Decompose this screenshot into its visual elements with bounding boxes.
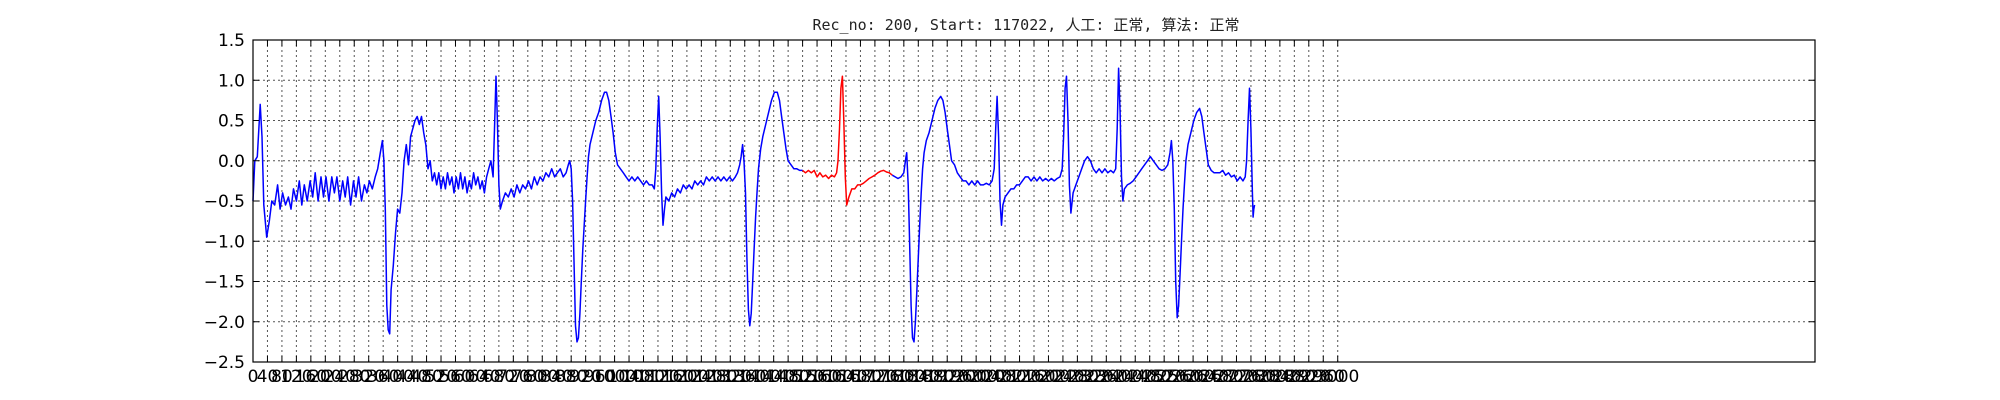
x-tick-label: 2800 [1244,367,1287,387]
y-tick-label: 0.0 [218,152,245,172]
x-tick-label: 1200 [665,367,708,387]
x-tick-label: 2640 [1186,367,1229,387]
y-tick-label: 1.5 [218,31,245,51]
x-tick-label: 120 [280,367,312,387]
x-tick-label: 1800 [882,367,925,387]
x-tick-label: 400 [381,367,413,387]
x-tick-label: 2160 [1012,367,1055,387]
x-tick-label: 1920 [926,367,969,387]
x-tick-label: 560 [439,367,471,387]
x-tick-label: 640 [468,367,500,387]
x-tick-label: 2440 [1114,367,1157,387]
x-tick-label: 80 [271,367,293,387]
x-tick-label: 440 [396,367,428,387]
x-tick-label: 2280 [1056,367,1099,387]
ecg-trace-3 [891,67,1256,343]
x-tick-label: 1000 [593,367,636,387]
x-tick-label: 2880 [1273,367,1316,387]
x-tick-label: 2000 [955,367,998,387]
x-tick-label: 1160 [651,367,694,387]
x-tick-label: 2560 [1157,367,1200,387]
x-tick-label: 280 [338,367,370,387]
x-tick-label: 2960 [1302,367,1345,387]
x-tick-label: 1320 [709,367,752,387]
x-tick-label: 0 [248,367,259,387]
x-tick-label: 1400 [738,367,781,387]
x-tick-label: 2680 [1200,367,1243,387]
x-tick-label: 1960 [940,367,983,387]
y-tick-label: −2.0 [204,313,245,333]
x-tick-label: 2240 [1041,367,1084,387]
x-tick-label: 2480 [1128,367,1171,387]
y-axis-ticks: 1.5 1.0 0.5 0.0 −0.5 −1.0 −1.5 −2.0 −2.5 [204,31,1815,373]
x-tick-label: 800 [526,367,558,387]
x-tick-label: 2760 [1229,367,1272,387]
x-axis-ticks: 0408012016020024028032036040044048052056… [248,40,1359,387]
x-tick-label: 1280 [694,367,737,387]
x-tick-label: 1640 [824,367,867,387]
x-tick-label: 40 [257,367,279,387]
x-tick-label: 600 [454,367,486,387]
x-tick-label: 960 [584,367,616,387]
x-tick-label: 2080 [983,367,1026,387]
x-tick-label: 1760 [868,367,911,387]
x-tick-label: 920 [569,367,601,387]
x-tick-label: 240 [324,367,356,387]
y-tick-label: −1.5 [204,273,245,293]
y-tick-label: −2.5 [204,353,245,373]
x-tick-label: 2120 [998,367,1041,387]
x-tick-label: 480 [410,367,442,387]
x-tick-label: 1120 [636,367,679,387]
x-tick-label: 360 [367,367,399,387]
traces [252,67,1256,343]
x-tick-label: 840 [540,367,572,387]
y-tick-label: 1.0 [218,71,245,91]
x-tick-label: 2840 [1258,367,1301,387]
y-tick-label: −0.5 [204,192,245,212]
x-tick-label: 1520 [781,367,824,387]
x-tick-label: 2040 [969,367,1012,387]
x-tick-label: 1040 [607,367,650,387]
x-tick-label: 720 [497,367,529,387]
x-tick-label: 1440 [752,367,795,387]
x-tick-label: 2600 [1171,367,1214,387]
x-tick-label: 1240 [680,367,723,387]
x-tick-label: 1720 [853,367,896,387]
x-tick-label: 200 [309,367,341,387]
x-tick-label: 520 [425,367,457,387]
x-tick-label: 1080 [622,367,665,387]
y-tick-label: −1.0 [204,232,245,252]
x-tick-label: 2360 [1085,367,1128,387]
x-tick-label: 680 [483,367,515,387]
x-tick-label: 1360 [723,367,766,387]
x-tick-label: 1560 [795,367,838,387]
x-tick-label: 1880 [911,367,954,387]
x-tick-label: 1840 [897,367,940,387]
x-tick-label: 880 [555,367,587,387]
ecg-trace-1 [252,75,803,343]
x-tick-label: 3000 [1316,367,1359,387]
ecg-trace-2 [802,75,893,206]
x-tick-label: 2920 [1287,367,1330,387]
x-tick-label: 1680 [839,367,882,387]
grid [252,39,1815,363]
x-tick-label: 320 [352,367,384,387]
chart-title: Rec_no: 200, Start: 117022, 人工: 正常, 算法: … [812,16,1239,34]
x-tick-label: 2720 [1215,367,1258,387]
x-tick-label: 160 [295,367,327,387]
x-tick-label: 2320 [1070,367,1113,387]
x-tick-label: 760 [512,367,544,387]
x-tick-label: 2400 [1099,367,1142,387]
x-tick-label: 2200 [1027,367,1070,387]
x-tick-label: 2520 [1143,367,1186,387]
x-tick-label: 1600 [810,367,853,387]
x-tick-label: 1480 [766,367,809,387]
y-tick-label: 0.5 [218,112,245,132]
